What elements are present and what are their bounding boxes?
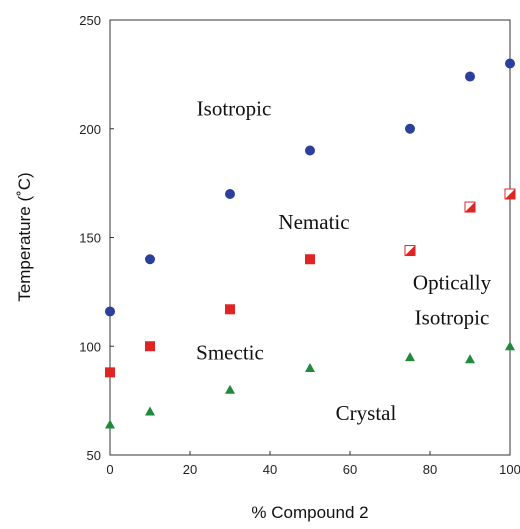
y-tick-label: 50: [87, 448, 101, 463]
data-point-triangle: [505, 341, 515, 351]
x-tick-label: 20: [183, 462, 197, 477]
y-tick-label: 100: [79, 339, 101, 354]
data-point-circle: [405, 123, 415, 134]
half-square-fill: [465, 202, 475, 213]
plot-frame: [109, 19, 511, 456]
axes: [109, 19, 511, 456]
region-label: Crystal: [336, 401, 397, 425]
x-tick-label: 100: [499, 462, 520, 477]
data-point-half-square: [504, 188, 516, 200]
data-point-circle: [505, 58, 515, 69]
region-label: Isotropic: [197, 97, 272, 121]
x-tick-label: 60: [343, 462, 357, 477]
y-tick-label: 250: [79, 13, 101, 28]
data-point-square: [105, 367, 115, 378]
y-axis-title: Temperature (˚C): [15, 172, 34, 301]
data-point-triangle: [145, 406, 155, 416]
region-label: Smectic: [196, 340, 264, 364]
x-tick-label: 0: [106, 462, 113, 477]
data-point-triangle: [305, 363, 315, 372]
region-label: Isotropic: [415, 306, 490, 330]
x-tick-label: 40: [263, 462, 277, 477]
tick-labels: 0 20 40 60 80 100 50 100 150 200 250: [79, 13, 520, 477]
data-point-circle: [145, 254, 155, 265]
half-square-fill: [405, 245, 415, 256]
data-point-half-square: [464, 201, 476, 213]
x-axis-title: % Compound 2: [251, 503, 368, 522]
data-point-triangle: [465, 354, 475, 364]
data-point-circle: [225, 189, 235, 199]
data-point-square: [145, 341, 155, 352]
data-point-half-square: [404, 245, 416, 257]
region-label: Optically: [413, 271, 492, 295]
data-point-circle: [305, 145, 315, 156]
data-point-triangle: [225, 384, 235, 394]
data-point-triangle: [405, 352, 415, 362]
region-labels: Isotropic Nematic Optically Isotropic Smecti…: [196, 97, 491, 426]
data-point-triangle: [105, 419, 115, 429]
data-point-circle: [465, 71, 475, 82]
y-tick-label: 150: [79, 231, 101, 246]
half-square-fill: [505, 189, 515, 199]
x-tick-label: 80: [423, 462, 437, 477]
data-points: [105, 58, 516, 429]
y-tick-label: 200: [79, 122, 101, 137]
data-point-circle: [105, 306, 115, 317]
data-point-square: [305, 254, 315, 265]
region-label: Nematic: [278, 210, 349, 234]
data-point-square: [225, 304, 235, 315]
